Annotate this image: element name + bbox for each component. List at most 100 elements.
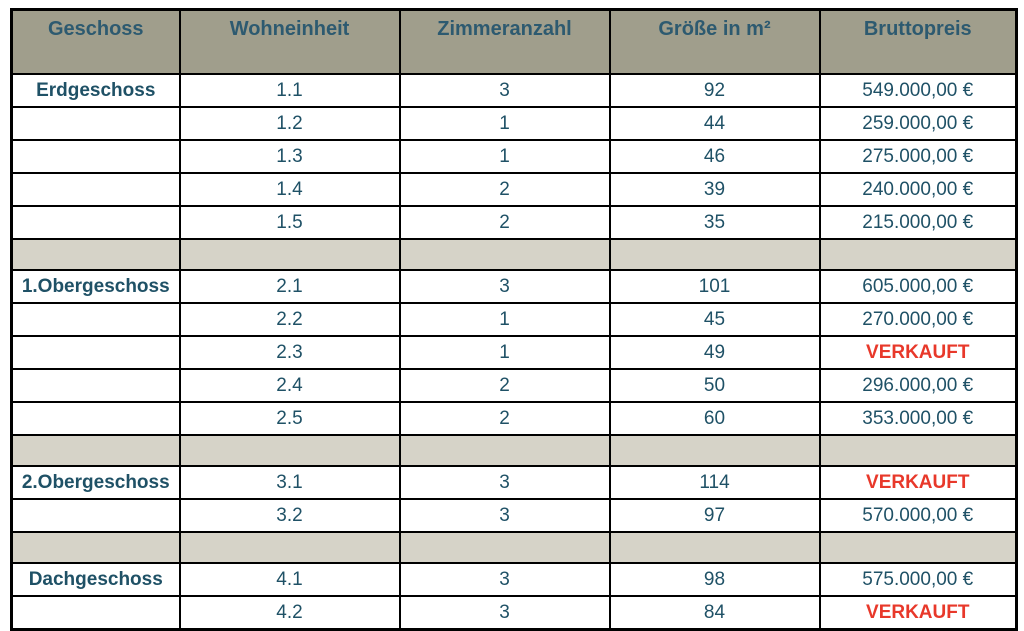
floor-cell: 2.Obergeschoss [10,465,181,500]
separator-cell [398,434,611,467]
separator-cell [178,531,401,564]
separator-cell [608,531,821,564]
table-row: 3.2 3 97 570.000,00 € [10,498,1018,533]
rooms-cell: 2 [398,205,611,240]
size-cell: 101 [608,269,821,304]
rooms-cell: 3 [398,465,611,500]
header-cell-geschoss: Geschoss [10,8,181,75]
floor-cell [10,498,181,533]
table-row: 1.5 2 35 215.000,00 € [10,205,1018,240]
rooms-cell: 1 [398,139,611,174]
price-cell: 605.000,00 € [818,269,1018,304]
table-row: 2.Obergeschoss 3.1 3 114 VERKAUFT [10,465,1018,500]
unit-cell: 2.3 [178,335,401,370]
unit-cell: 2.2 [178,302,401,337]
table-row: 4.2 3 84 VERKAUFT [10,595,1018,631]
size-cell: 46 [608,139,821,174]
separator-row [10,238,1018,271]
header-row: Geschoss Wohneinheit Zimmeranzahl Größe in … [10,8,1018,75]
rooms-cell: 3 [398,73,611,108]
size-cell: 60 [608,401,821,436]
separator-cell [10,434,181,467]
price-cell: 275.000,00 € [818,139,1018,174]
rooms-cell: 2 [398,368,611,403]
floor-cell: Dachgeschoss [10,562,181,597]
table-row: 2.2 1 45 270.000,00 € [10,302,1018,337]
table-row: Erdgeschoss 1.1 3 92 549.000,00 € [10,73,1018,108]
price-cell: VERKAUFT [818,465,1018,500]
size-cell: 44 [608,106,821,141]
price-cell: VERKAUFT [818,595,1018,631]
header-cell-zimmeranzahl: Zimmeranzahl [398,8,611,75]
table-body: Erdgeschoss 1.1 3 92 549.000,00 €1.2 1 44 259.0… [10,73,1018,631]
table-row: 1.3 1 46 275.000,00 € [10,139,1018,174]
separator-cell [10,238,181,271]
separator-row [10,434,1018,467]
floor-cell [10,139,181,174]
rooms-cell: 2 [398,172,611,207]
size-cell: 49 [608,335,821,370]
table-row: 2.5 2 60 353.000,00 € [10,401,1018,436]
rooms-cell: 1 [398,335,611,370]
table-header: Geschoss Wohneinheit Zimmeranzahl Größe in … [10,8,1018,75]
price-cell: 353.000,00 € [818,401,1018,436]
rooms-cell: 3 [398,595,611,631]
rooms-cell: 1 [398,302,611,337]
table-row: 1.4 2 39 240.000,00 € [10,172,1018,207]
separator-cell [398,238,611,271]
table-row: Dachgeschoss 4.1 3 98 575.000,00 € [10,562,1018,597]
separator-cell [178,434,401,467]
table-row: 2.4 2 50 296.000,00 € [10,368,1018,403]
unit-cell: 1.1 [178,73,401,108]
header-cell-bruttopreis: Bruttopreis [818,8,1018,75]
size-cell: 45 [608,302,821,337]
price-cell: 575.000,00 € [818,562,1018,597]
separator-cell [818,238,1018,271]
size-cell: 35 [608,205,821,240]
size-cell: 39 [608,172,821,207]
floor-cell [10,401,181,436]
price-cell: VERKAUFT [818,335,1018,370]
floor-cell: Erdgeschoss [10,73,181,108]
rooms-cell: 3 [398,498,611,533]
floor-cell [10,302,181,337]
apartment-price-table: Geschoss Wohneinheit Zimmeranzahl Größe in … [10,8,1018,631]
unit-cell: 1.4 [178,172,401,207]
separator-cell [398,531,611,564]
separator-cell [818,434,1018,467]
unit-cell: 1.2 [178,106,401,141]
price-cell: 549.000,00 € [818,73,1018,108]
unit-cell: 4.1 [178,562,401,597]
unit-cell: 1.3 [178,139,401,174]
unit-cell: 4.2 [178,595,401,631]
size-cell: 114 [608,465,821,500]
separator-cell [178,238,401,271]
floor-cell [10,595,181,631]
floor-cell [10,335,181,370]
price-cell: 570.000,00 € [818,498,1018,533]
header-cell-groesse: Größe in m² [608,8,821,75]
size-cell: 84 [608,595,821,631]
separator-cell [608,434,821,467]
floor-cell [10,368,181,403]
size-cell: 98 [608,562,821,597]
size-cell: 92 [608,73,821,108]
unit-cell: 3.2 [178,498,401,533]
unit-cell: 2.5 [178,401,401,436]
rooms-cell: 3 [398,269,611,304]
unit-cell: 2.1 [178,269,401,304]
floor-cell [10,205,181,240]
rooms-cell: 1 [398,106,611,141]
price-cell: 296.000,00 € [818,368,1018,403]
separator-cell [608,238,821,271]
rooms-cell: 3 [398,562,611,597]
floor-cell [10,106,181,141]
separator-row [10,531,1018,564]
header-cell-wohneinheit: Wohneinheit [178,8,401,75]
price-cell: 270.000,00 € [818,302,1018,337]
separator-cell [818,531,1018,564]
price-cell: 240.000,00 € [818,172,1018,207]
floor-cell [10,172,181,207]
price-cell: 259.000,00 € [818,106,1018,141]
table-row: 1.2 1 44 259.000,00 € [10,106,1018,141]
